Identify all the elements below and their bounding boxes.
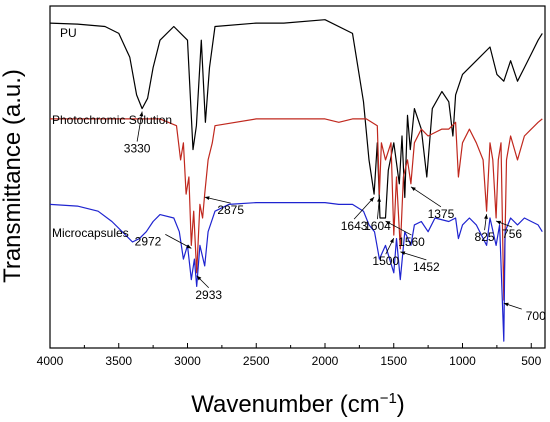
series-line-photochromic-solution <box>50 118 543 301</box>
peak-arrowhead-2875 <box>204 196 210 201</box>
peak-arrow-1643 <box>353 196 375 220</box>
peak-arrow-3330 <box>136 111 143 142</box>
peak-label-1452: 1452 <box>413 260 440 274</box>
x-tick-label-1000: 1000 <box>449 354 476 368</box>
series-line-pu <box>49 19 543 219</box>
peak-arrowhead-3330 <box>139 111 144 117</box>
x-axis-title-sup: −1 <box>380 390 397 407</box>
peak-arrow-1375 <box>410 186 442 208</box>
x-axis-title-main: Wavenumber (cm <box>191 391 379 418</box>
series-label-microcapsules: Microcapsules <box>52 226 129 240</box>
peak-label-825: 825 <box>475 230 495 244</box>
peak-label-2972: 2972 <box>135 234 162 248</box>
x-tick-label-1500: 1500 <box>380 354 407 368</box>
peak-label-2933: 2933 <box>195 288 222 302</box>
peak-arrowhead-825 <box>484 214 488 220</box>
x-tick-label-4000: 4000 <box>37 354 64 368</box>
peak-label-1375: 1375 <box>428 207 455 221</box>
peak-arrowhead-1500 <box>389 238 394 244</box>
x-ticks-group: 4000 3500 3000 2500 2000 1500 1000 500 <box>37 343 542 368</box>
peak-label-756: 756 <box>502 227 522 241</box>
x-tick-label-2000: 2000 <box>312 354 339 368</box>
series-label-pu: PU <box>60 26 77 40</box>
peak-arrow-1560 <box>385 220 412 236</box>
spectra-group <box>49 19 543 342</box>
peak-label-700: 700 <box>526 309 546 323</box>
x-tick-label-3500: 3500 <box>105 354 132 368</box>
x-axis-title-end: ) <box>397 391 405 418</box>
peak-arrowhead-1452 <box>400 251 406 256</box>
series-line-microcapsules <box>49 202 543 342</box>
peak-label-1560: 1560 <box>398 235 425 249</box>
peak-arrowhead-756 <box>496 220 502 225</box>
peak-arrowhead-700 <box>503 302 509 307</box>
peak-arrow-2972 <box>165 234 192 249</box>
peak-label-2875: 2875 <box>217 203 244 217</box>
peak-arrowhead-1560 <box>385 221 391 225</box>
peak-label-1643: 1643 <box>341 219 368 233</box>
plot-frame <box>49 5 546 349</box>
peak-arrowhead-1375 <box>410 186 416 192</box>
x-tick-label-3000: 3000 <box>174 354 201 368</box>
peak-annotations-group: 3330 1643 1560 2972 2933 2875 1604 1500 1452 1375… <box>124 111 546 323</box>
y-axis-title: Transmittance (a.u.) <box>0 69 26 283</box>
series-labels-group: PU Photochromic Solution Microcapsules <box>52 26 172 240</box>
peak-arrowhead-1643 <box>369 197 375 202</box>
peak-arrowhead-1604 <box>377 197 381 202</box>
peak-label-3330: 3330 <box>124 142 151 156</box>
peak-label-1604: 1604 <box>364 219 391 233</box>
x-tick-label-2500: 2500 <box>243 354 270 368</box>
peak-arrowhead-2972 <box>186 244 192 249</box>
x-tick-label-500: 500 <box>521 354 541 368</box>
series-label-photochromic-solution: Photochromic Solution <box>52 113 172 127</box>
peak-label-1500: 1500 <box>372 254 399 268</box>
peak-arrowhead-2933 <box>196 275 202 281</box>
x-axis-title: Wavenumber (cm−1) <box>191 390 405 418</box>
